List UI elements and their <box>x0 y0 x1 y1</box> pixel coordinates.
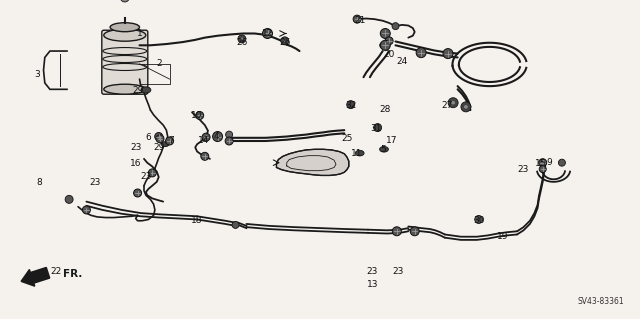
Circle shape <box>156 135 164 143</box>
Circle shape <box>238 35 246 43</box>
Circle shape <box>283 39 287 43</box>
Text: 23: 23 <box>89 178 100 187</box>
Text: 11: 11 <box>351 149 363 158</box>
Ellipse shape <box>110 23 140 32</box>
Text: 12: 12 <box>262 29 273 38</box>
Text: 4: 4 <box>214 132 219 141</box>
Text: FR.: FR. <box>63 269 82 279</box>
Circle shape <box>463 105 468 109</box>
Text: SV43-83361: SV43-83361 <box>577 297 624 306</box>
Text: 17: 17 <box>386 137 397 145</box>
Circle shape <box>380 28 390 39</box>
Circle shape <box>281 37 289 45</box>
Circle shape <box>65 195 73 204</box>
Ellipse shape <box>355 150 364 156</box>
Circle shape <box>475 215 483 224</box>
Circle shape <box>539 159 547 167</box>
Text: 2: 2 <box>156 59 161 68</box>
Circle shape <box>374 123 381 132</box>
Circle shape <box>232 221 239 228</box>
Text: 19: 19 <box>497 232 508 241</box>
Ellipse shape <box>161 142 169 147</box>
Text: 22: 22 <box>51 267 62 276</box>
Circle shape <box>392 227 401 236</box>
Circle shape <box>392 23 399 30</box>
Text: 13: 13 <box>367 280 378 289</box>
FancyBboxPatch shape <box>102 30 148 94</box>
Text: 28: 28 <box>380 105 391 114</box>
Text: 15: 15 <box>535 159 547 168</box>
Circle shape <box>380 40 390 50</box>
Text: 29: 29 <box>132 86 143 95</box>
Text: 23: 23 <box>392 267 404 276</box>
Text: 24: 24 <box>396 57 408 66</box>
Text: 18: 18 <box>191 216 203 225</box>
Text: 23: 23 <box>367 267 378 276</box>
Circle shape <box>240 37 244 41</box>
Circle shape <box>347 100 355 109</box>
Text: 21: 21 <box>354 16 365 25</box>
Text: 10: 10 <box>191 111 203 120</box>
Text: 32: 32 <box>345 101 356 110</box>
Text: 26: 26 <box>279 38 291 47</box>
Circle shape <box>226 131 232 138</box>
Circle shape <box>416 48 426 58</box>
Circle shape <box>461 102 471 112</box>
Text: 20: 20 <box>383 50 395 59</box>
Text: 3: 3 <box>35 70 40 78</box>
Circle shape <box>448 98 458 108</box>
Circle shape <box>225 137 233 145</box>
Text: 25: 25 <box>341 134 353 143</box>
Circle shape <box>443 48 453 59</box>
Circle shape <box>120 0 129 2</box>
Text: 27: 27 <box>441 101 452 110</box>
Text: 23: 23 <box>130 143 141 152</box>
Text: 23: 23 <box>140 172 152 181</box>
Text: 14: 14 <box>198 137 209 145</box>
Circle shape <box>202 133 210 141</box>
Circle shape <box>559 159 565 166</box>
Circle shape <box>166 137 173 145</box>
Text: 30: 30 <box>473 216 484 225</box>
Polygon shape <box>276 149 349 175</box>
Circle shape <box>451 100 456 105</box>
Circle shape <box>540 166 546 173</box>
Circle shape <box>201 152 209 160</box>
Circle shape <box>83 206 90 214</box>
Circle shape <box>148 169 156 177</box>
Circle shape <box>380 42 386 48</box>
Text: 7: 7 <box>169 136 174 145</box>
Circle shape <box>353 15 361 23</box>
Text: 16: 16 <box>130 159 141 168</box>
Text: 23: 23 <box>518 165 529 174</box>
Text: 9: 9 <box>547 158 552 167</box>
Circle shape <box>385 37 393 45</box>
Circle shape <box>410 227 419 236</box>
Text: 29: 29 <box>153 143 164 152</box>
Text: 1: 1 <box>137 29 142 38</box>
Text: 6: 6 <box>146 133 151 142</box>
FancyArrow shape <box>21 267 50 286</box>
Ellipse shape <box>141 87 151 93</box>
Text: 31: 31 <box>371 124 382 133</box>
Text: 5: 5 <box>380 145 385 154</box>
Ellipse shape <box>380 146 388 152</box>
Text: 26: 26 <box>236 38 248 47</box>
Circle shape <box>196 111 204 120</box>
Text: 8: 8 <box>37 178 42 187</box>
Circle shape <box>134 189 141 197</box>
Circle shape <box>262 28 273 39</box>
Circle shape <box>212 131 223 142</box>
Ellipse shape <box>104 84 146 94</box>
Circle shape <box>155 132 163 141</box>
Ellipse shape <box>104 29 146 41</box>
